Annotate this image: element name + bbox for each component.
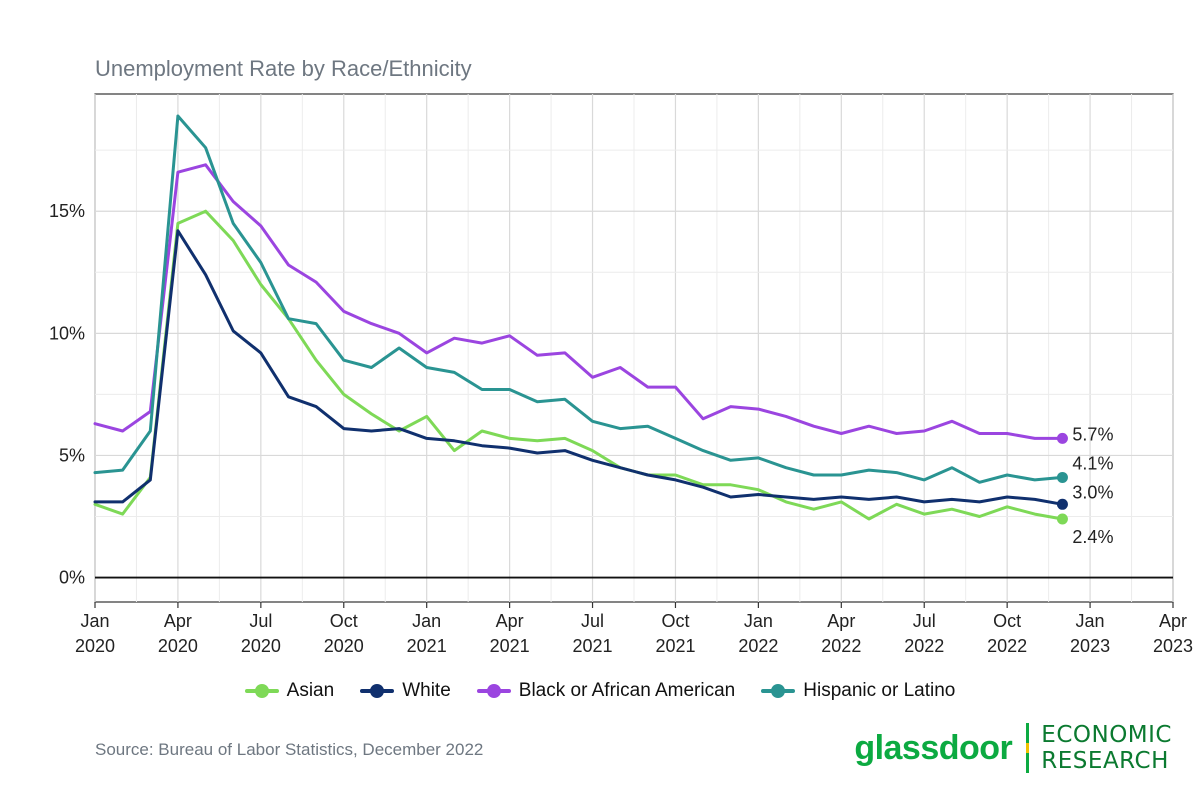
series-line — [93, 209, 1064, 521]
series-end-label: 2.4% — [1072, 527, 1113, 547]
series-layer — [93, 114, 1068, 525]
legend-item: Hispanic or Latino — [761, 680, 955, 702]
brand-divider — [1026, 723, 1030, 773]
legend: Asian White Black or African American Hispa… — [0, 680, 1200, 702]
x-tick-label-year: 2021 — [573, 636, 613, 656]
x-tick-label-year: 2022 — [904, 636, 944, 656]
legend-label: Hispanic or Latino — [803, 680, 956, 701]
x-tick-label-year: 2023 — [1153, 636, 1193, 656]
x-tick-label-year: 2020 — [241, 636, 281, 656]
label-layer: 2.4% 3.0% 5.7% 4.1% — [1072, 424, 1113, 547]
x-tick-label-month: Jul — [249, 611, 272, 631]
x-tick-label-month: Oct — [661, 611, 689, 631]
legend-swatch — [476, 684, 511, 698]
x-tick-label-month: Apr — [827, 611, 855, 631]
source-note: Source: Bureau of Labor Statistics, Dece… — [95, 740, 484, 759]
legend-swatch — [360, 684, 395, 698]
series-line — [93, 114, 1064, 484]
x-tick-label-month: Jan — [412, 611, 441, 631]
legend-label: Asian — [286, 680, 335, 701]
y-tick-label: 10% — [49, 323, 85, 343]
legend-item: White — [360, 680, 451, 702]
x-tick-label-year: 2020 — [75, 636, 115, 656]
y-tick-label: 5% — [59, 445, 85, 465]
series-end-label: 5.7% — [1072, 424, 1113, 444]
brand-subtitle: ECONOMIC RESEARCH — [1041, 722, 1172, 774]
y-tick-label: 0% — [59, 568, 85, 588]
series-endpoint — [1056, 513, 1068, 525]
brand-line-1: ECONOMIC — [1041, 722, 1172, 748]
series-endpoint — [1056, 471, 1068, 483]
x-tick-label-year: 2020 — [324, 636, 364, 656]
series-endpoint — [1056, 432, 1068, 444]
brand-line-2: RESEARCH — [1041, 748, 1169, 774]
axis-layer: 0% 5% 10% 15% Jan 2020 Apr 2020 Jul 2020 Oct 2020 Ja… — [49, 201, 1193, 656]
legend-label: White — [402, 680, 451, 701]
x-tick-label-year: 2022 — [821, 636, 861, 656]
chart-title: Unemployment Rate by Race/Ethnicity — [95, 56, 472, 81]
brand-name: glassdoor — [854, 728, 1013, 767]
x-tick-label-year: 2023 — [1070, 636, 1110, 656]
x-tick-label-month: Jul — [581, 611, 604, 631]
x-tick-label-month: Apr — [164, 611, 192, 631]
x-tick-label-year: 2021 — [490, 636, 530, 656]
x-tick-label-month: Jan — [80, 611, 109, 631]
series-end-label: 4.1% — [1072, 453, 1113, 473]
y-tick-label: 15% — [49, 201, 85, 221]
x-tick-label-month: Apr — [496, 611, 524, 631]
series-line — [93, 229, 1064, 506]
series-endpoint — [1056, 498, 1068, 510]
x-tick-label-year: 2022 — [738, 636, 778, 656]
x-tick-label-year: 2021 — [407, 636, 447, 656]
legend-label: Black or African American — [518, 680, 736, 701]
x-tick-label-month: Apr — [1159, 611, 1187, 631]
legend-item: Asian — [244, 680, 335, 702]
series-end-label: 3.0% — [1072, 482, 1113, 502]
x-tick-label-month: Jan — [744, 611, 773, 631]
x-tick-label-month: Jul — [913, 611, 936, 631]
legend-item: Black or African American — [476, 680, 736, 702]
x-tick-label-year: 2021 — [655, 636, 695, 656]
x-tick-label-month: Oct — [993, 611, 1021, 631]
legend-swatch — [761, 684, 796, 698]
grid-layer — [94, 94, 1174, 602]
legend-swatch — [244, 684, 279, 698]
x-tick-label-month: Jan — [1076, 611, 1105, 631]
x-tick-label-year: 2022 — [987, 636, 1027, 656]
brand-logo: glassdoor ECONOMIC RESEARCH — [854, 722, 1172, 774]
x-tick-label-year: 2020 — [158, 636, 198, 656]
series-line — [93, 163, 1064, 440]
x-tick-label-month: Oct — [330, 611, 358, 631]
